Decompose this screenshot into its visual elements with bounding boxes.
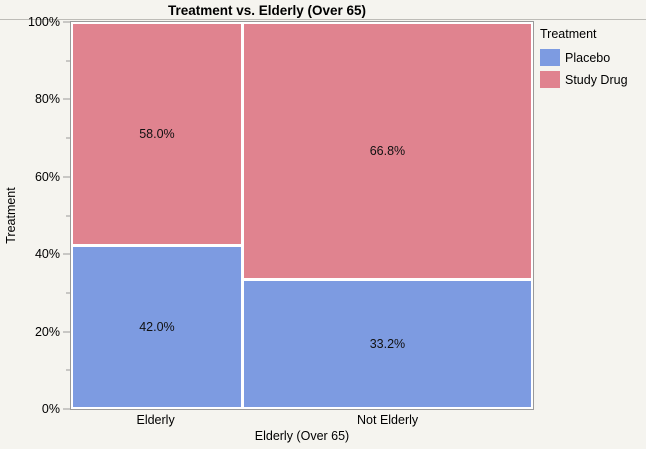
y-tick-label: 60%: [34, 169, 60, 184]
segment-percent-label: 58.0%: [139, 127, 175, 142]
y-tick-label: 100%: [28, 15, 60, 29]
legend-item-label: Study Drug: [565, 72, 628, 87]
segment-percent-label: 33.2%: [369, 336, 406, 351]
mosaic-column-not-elderly: 66.8% 33.2%: [243, 24, 531, 407]
legend-item-placebo[interactable]: Placebo: [540, 49, 628, 66]
y-major-tick: [63, 176, 70, 178]
y-major-tick: [63, 408, 70, 410]
y-major-tick: [63, 253, 70, 255]
y-minor-tick: [66, 60, 70, 62]
legend-swatch-study-drug: [540, 71, 560, 88]
segment-percent-label: 66.8%: [369, 143, 406, 158]
segment-study-drug-elderly[interactable]: 58.0%: [73, 24, 241, 245]
legend-items: Placebo Study Drug: [540, 49, 628, 88]
mosaic-column-elderly: 58.0% 42.0%: [73, 24, 241, 407]
y-tick-label: 20%: [34, 324, 60, 339]
legend-item-label: Placebo: [565, 50, 611, 65]
segment-placebo-elderly[interactable]: 42.0%: [73, 247, 241, 407]
y-major-tick: [63, 98, 70, 100]
y-minor-tick: [66, 137, 70, 139]
x-category-label-elderly: Elderly: [136, 413, 175, 427]
chart-title: Treatment vs. Elderly (Over 65): [167, 3, 367, 18]
segment-percent-label: 42.0%: [139, 320, 175, 335]
y-minor-tick: [66, 369, 70, 371]
mosaic-plot: 58.0% 42.0% 66.8% 33.2%: [70, 21, 534, 410]
y-minor-tick: [66, 292, 70, 294]
y-tick-label: 80%: [34, 92, 60, 107]
y-major-tick: [63, 21, 70, 23]
y-axis: 0% 20% 40% 60% 80% 100%: [0, 15, 70, 416]
y-major-tick: [63, 331, 70, 333]
title-separator: [0, 19, 646, 20]
y-tick-label: 40%: [34, 247, 60, 262]
legend: Treatment Placebo Study Drug: [540, 26, 628, 93]
legend-item-study-drug[interactable]: Study Drug: [540, 71, 628, 88]
x-axis-title: Elderly (Over 65): [254, 429, 350, 443]
y-tick-label: 0%: [41, 402, 60, 416]
legend-title: Treatment: [540, 27, 597, 41]
segment-study-drug-not-elderly[interactable]: 66.8%: [243, 24, 531, 278]
x-category-label-not-elderly: Not Elderly: [357, 413, 419, 427]
legend-swatch-placebo: [540, 49, 560, 66]
segment-placebo-not-elderly[interactable]: 33.2%: [243, 280, 531, 407]
y-minor-tick: [66, 215, 70, 216]
